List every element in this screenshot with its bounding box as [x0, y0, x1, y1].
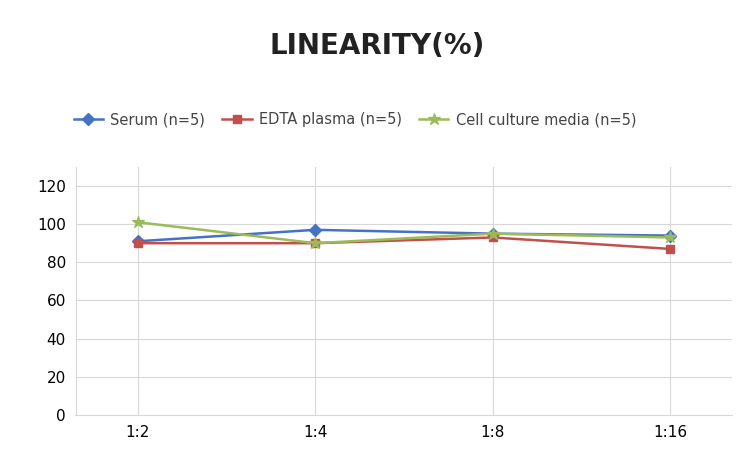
Line: Serum (n=5): Serum (n=5): [134, 226, 674, 245]
Serum (n=5): [133, 239, 142, 244]
EDTA plasma (n=5): [133, 240, 142, 246]
Cell culture media (n=5): [310, 240, 319, 246]
Serum (n=5): [488, 231, 498, 236]
EDTA plasma (n=5): [666, 246, 675, 252]
Serum (n=5): [310, 227, 319, 233]
Line: EDTA plasma (n=5): EDTA plasma (n=5): [134, 233, 674, 253]
Line: Cell culture media (n=5): Cell culture media (n=5): [131, 216, 676, 249]
Text: LINEARITY(%): LINEARITY(%): [270, 32, 485, 60]
EDTA plasma (n=5): [310, 240, 319, 246]
Cell culture media (n=5): [666, 235, 675, 240]
EDTA plasma (n=5): [488, 235, 498, 240]
Cell culture media (n=5): [488, 231, 498, 236]
Cell culture media (n=5): [133, 220, 142, 225]
Legend: Serum (n=5), EDTA plasma (n=5), Cell culture media (n=5): Serum (n=5), EDTA plasma (n=5), Cell cul…: [68, 106, 642, 133]
Serum (n=5): [666, 233, 675, 238]
